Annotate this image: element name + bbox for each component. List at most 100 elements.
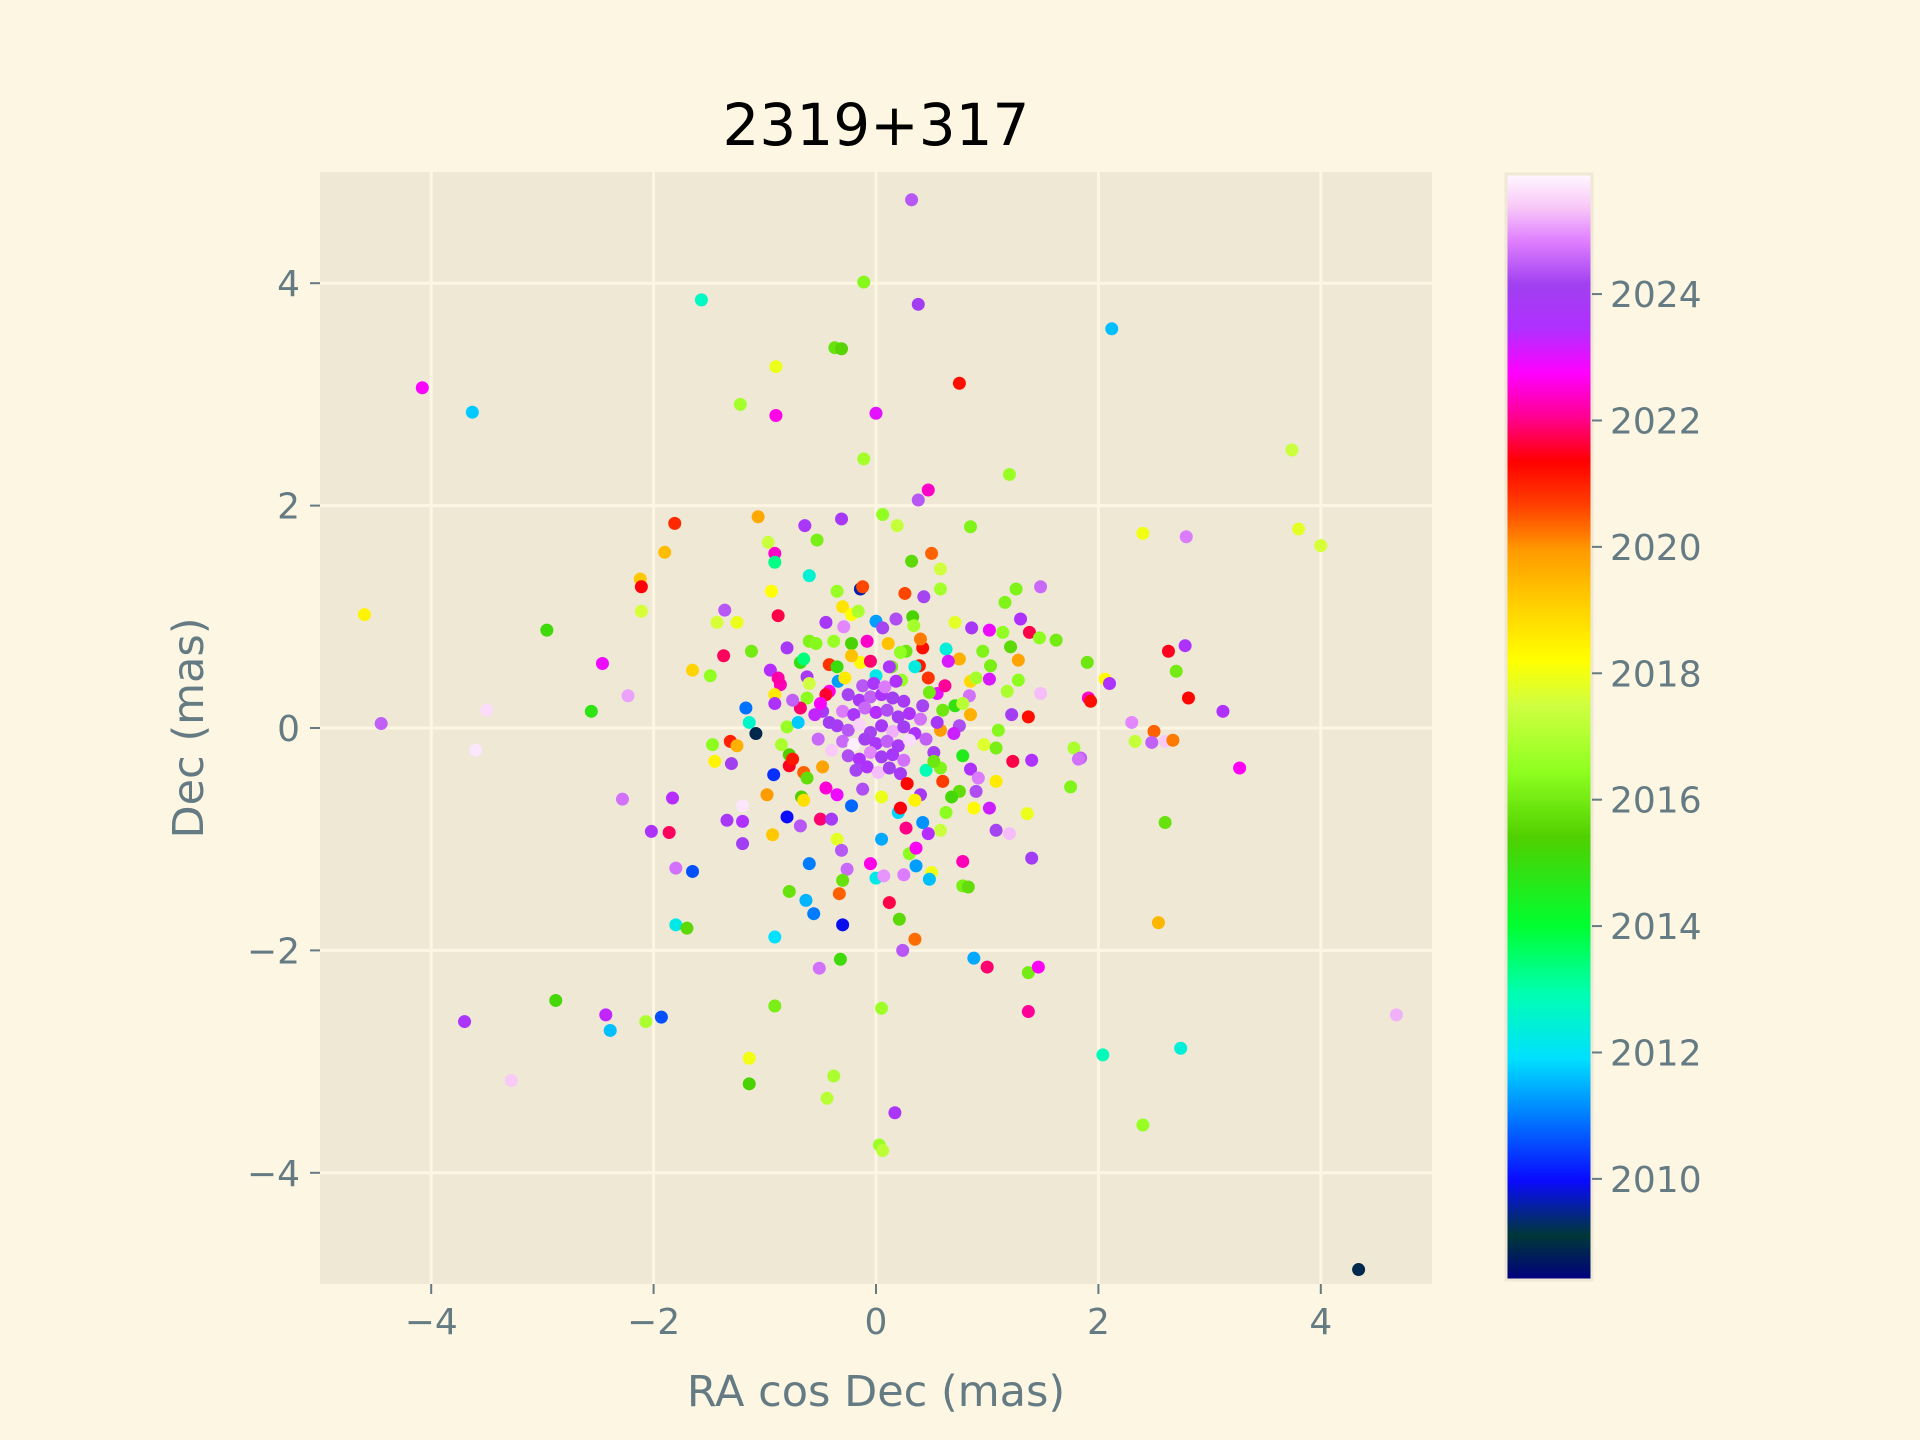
data-point [1021, 710, 1035, 724]
data-point [900, 777, 914, 791]
data-point [925, 546, 939, 560]
data-point [1314, 539, 1328, 553]
data-point [415, 381, 429, 395]
data-point [1389, 1008, 1403, 1022]
data-point [989, 823, 1003, 837]
data-point [908, 793, 922, 807]
data-point [917, 590, 931, 604]
x-tick-label: 4 [1309, 1302, 1332, 1343]
data-point [1179, 530, 1193, 544]
data-point [1080, 655, 1094, 669]
data-point [836, 734, 850, 748]
data-point [841, 723, 855, 737]
colorbar-tick-label: 2014 [1610, 907, 1702, 948]
data-point [615, 792, 629, 806]
x-tick-label: −4 [405, 1302, 458, 1343]
data-point [810, 533, 824, 547]
data-point [852, 718, 866, 732]
colorbar-tick-label: 2024 [1610, 275, 1702, 316]
data-point [956, 697, 970, 711]
data-point [836, 918, 850, 932]
data-point [838, 671, 852, 685]
data-point [819, 781, 833, 795]
data-point [830, 584, 844, 598]
data-point [939, 642, 953, 656]
data-point [1022, 625, 1036, 639]
data-point [710, 615, 724, 629]
data-point [1000, 684, 1014, 698]
data-point [889, 612, 903, 626]
data-point [800, 771, 814, 785]
data-point [1067, 741, 1081, 755]
data-point [621, 689, 635, 703]
data-point [708, 754, 722, 768]
data-point [857, 452, 871, 466]
data-point [869, 406, 883, 420]
data-point [897, 720, 911, 734]
data-point [849, 763, 863, 777]
data-point [964, 708, 978, 722]
data-point [863, 654, 877, 668]
data-point [991, 723, 1005, 737]
data-point [875, 750, 889, 764]
colorbar-tick-label: 2018 [1610, 654, 1702, 695]
data-point [786, 752, 800, 766]
x-axis-label: RA cos Dec (mas) [687, 1367, 1065, 1417]
y-tick-label: 0 [277, 709, 300, 750]
data-point [768, 697, 782, 711]
data-point [771, 671, 785, 685]
data-point [811, 732, 825, 746]
data-point [876, 621, 890, 635]
data-point [982, 801, 996, 815]
data-point [857, 275, 871, 289]
data-point [969, 784, 983, 798]
data-point [595, 657, 609, 671]
x-tick-label: 2 [1087, 1302, 1110, 1343]
data-point [897, 753, 911, 767]
data-point [768, 930, 782, 944]
data-point [1032, 631, 1046, 645]
data-point [837, 620, 851, 634]
data-point [886, 691, 900, 705]
data-point [835, 512, 849, 526]
data-point [669, 918, 683, 932]
colorbar-tick-label: 2022 [1610, 401, 1702, 442]
data-point [1006, 754, 1020, 768]
data-point [845, 799, 859, 813]
data-point [875, 832, 889, 846]
data-point [1145, 735, 1159, 749]
data-point [938, 679, 952, 693]
data-point [892, 912, 906, 926]
y-axis-label: Dec (mas) [164, 617, 214, 838]
data-point [1233, 761, 1247, 775]
data-point [768, 555, 782, 569]
data-point [669, 861, 683, 875]
data-point [802, 569, 816, 583]
data-point [882, 660, 896, 674]
data-point [639, 1015, 653, 1029]
data-point [889, 674, 903, 688]
data-point [357, 608, 371, 622]
data-point [867, 677, 881, 691]
data-point [703, 669, 717, 683]
data-point [916, 816, 930, 830]
data-point [881, 636, 895, 650]
data-point [1352, 1263, 1366, 1277]
data-point [504, 1074, 518, 1088]
data-point [774, 738, 788, 752]
data-points [357, 193, 1403, 1277]
data-point [845, 649, 859, 663]
data-point [827, 1069, 841, 1083]
data-point [1011, 653, 1025, 667]
data-point [919, 763, 933, 777]
data-point [1071, 752, 1085, 766]
data-point [908, 932, 922, 946]
colorbar-tick-label: 2020 [1610, 528, 1702, 569]
data-point [733, 397, 747, 411]
data-point [469, 743, 483, 757]
data-point [913, 712, 927, 726]
data-point [717, 649, 731, 663]
data-point [845, 636, 859, 650]
data-point [882, 761, 896, 775]
